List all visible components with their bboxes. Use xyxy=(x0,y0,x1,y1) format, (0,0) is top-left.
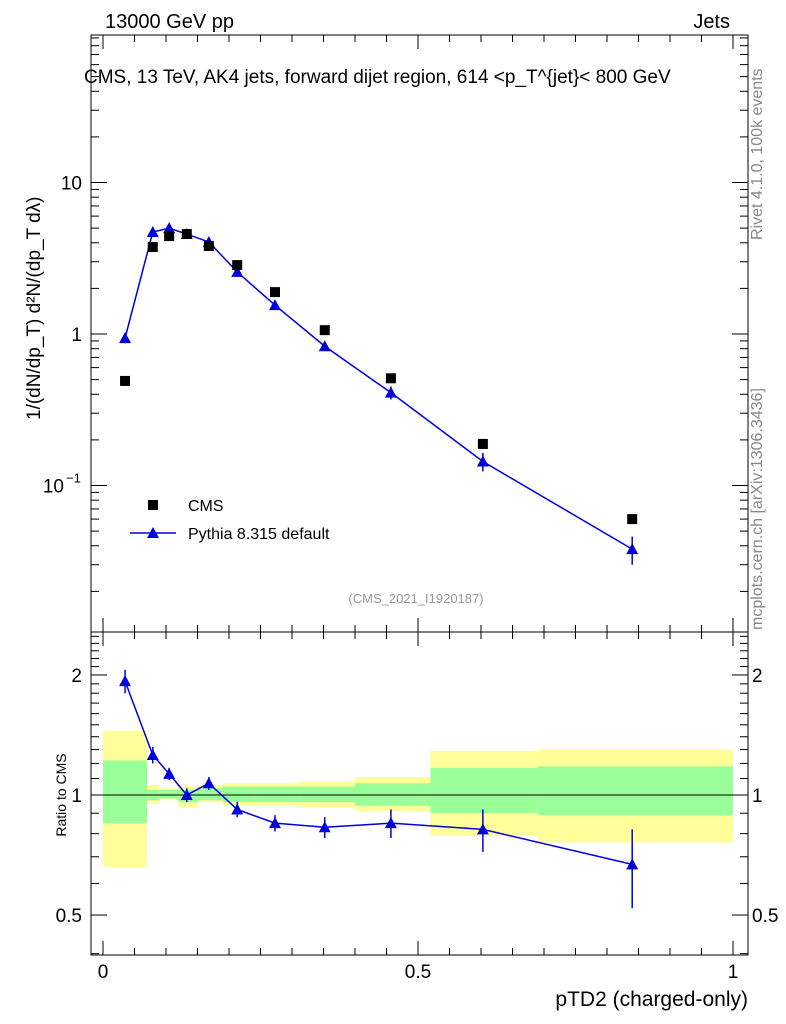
ratio-point xyxy=(202,777,215,789)
ratio-y-tick-label: 2 xyxy=(71,666,82,687)
plot-title: CMS, 13 TeV, AK4 jets, forward dijet reg… xyxy=(84,67,671,88)
pythia-point xyxy=(231,265,244,277)
cms-point xyxy=(319,325,330,336)
y-axis-label: 1/(dN/dp_T) d²N/(dp_T dλ) xyxy=(24,196,45,420)
uncertainty-band-green xyxy=(222,786,255,803)
y-tick-label: 10 xyxy=(43,477,64,498)
pythia-point xyxy=(384,386,397,398)
x-tick-label: 0 xyxy=(98,962,109,983)
ratio-y-tick-label: 0.5 xyxy=(56,906,82,927)
y-tick-label: 10 xyxy=(61,174,82,195)
uncertainty-band-green xyxy=(103,760,148,824)
cms-point xyxy=(232,260,243,271)
ratio-frame xyxy=(90,631,749,956)
ratio-y-tick-label-right: 0.5 xyxy=(752,906,778,927)
pythia-point xyxy=(119,332,132,344)
ratio-point xyxy=(146,748,159,760)
analysis-watermark: (CMS_2021_I1920187) xyxy=(348,591,483,606)
pythia-point xyxy=(163,222,176,234)
pythia-point xyxy=(268,299,281,311)
uncertainty-band-green xyxy=(355,783,431,806)
ratio-point xyxy=(268,817,281,829)
legend-pythia-marker xyxy=(147,527,159,538)
cms-point xyxy=(120,375,131,386)
mcplots-label: mcplots.cern.ch [arXiv:1306.3436] xyxy=(749,388,766,630)
y-tick-label-exponent: −1 xyxy=(66,471,81,486)
cms-point xyxy=(477,438,488,449)
ratio-point xyxy=(384,817,397,829)
ratio-point xyxy=(476,823,489,835)
header-left: 13000 GeV pp xyxy=(105,11,234,33)
ratio-point xyxy=(318,821,331,833)
ratio-point xyxy=(163,767,176,779)
cms-point xyxy=(147,242,158,253)
x-axis-label: pTD2 (charged-only) xyxy=(555,988,748,1011)
legend-cms-marker xyxy=(148,500,158,510)
pythia-point xyxy=(626,543,639,555)
cms-point xyxy=(181,229,192,240)
ratio-y-tick-label: 1 xyxy=(71,786,82,807)
ratio-point xyxy=(626,858,639,870)
cms-point xyxy=(269,287,280,298)
y-tick-label: 1 xyxy=(71,325,82,346)
legend-cms-label: CMS xyxy=(188,498,224,515)
uncertainty-band-green xyxy=(298,786,355,803)
header-right: Jets xyxy=(693,11,730,33)
cms-point xyxy=(164,231,175,242)
cms-point xyxy=(385,373,396,384)
uncertainty-band-green xyxy=(430,767,538,814)
x-tick-label: 1 xyxy=(728,962,739,983)
x-tick-label: 0.5 xyxy=(405,962,431,983)
ratio-y-label: Ratio to CMS xyxy=(53,753,69,836)
uncertainty-band-green xyxy=(254,786,299,803)
ratio-point xyxy=(180,789,193,800)
ratio-point xyxy=(231,803,244,815)
cms-point xyxy=(203,240,214,251)
pythia-point xyxy=(146,226,159,238)
ratio-point xyxy=(119,675,132,687)
pythia-point xyxy=(476,455,489,467)
uncertainty-band-green xyxy=(537,766,733,816)
ratio-y-tick-label-right: 1 xyxy=(752,786,763,807)
uncertainty-band-green xyxy=(159,789,179,799)
cms-point xyxy=(627,514,638,525)
rivet-label: Rivet 4.1.0, 100k events xyxy=(749,68,766,240)
ratio-y-tick-label-right: 2 xyxy=(752,666,763,687)
uncertainty-band-green xyxy=(197,788,223,801)
pythia-point xyxy=(318,340,331,352)
legend-pythia-label: Pythia 8.315 default xyxy=(188,526,330,543)
